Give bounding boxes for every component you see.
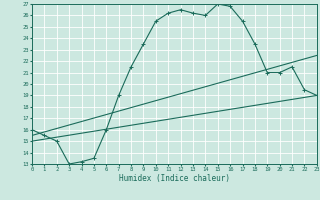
X-axis label: Humidex (Indice chaleur): Humidex (Indice chaleur) — [119, 174, 230, 183]
